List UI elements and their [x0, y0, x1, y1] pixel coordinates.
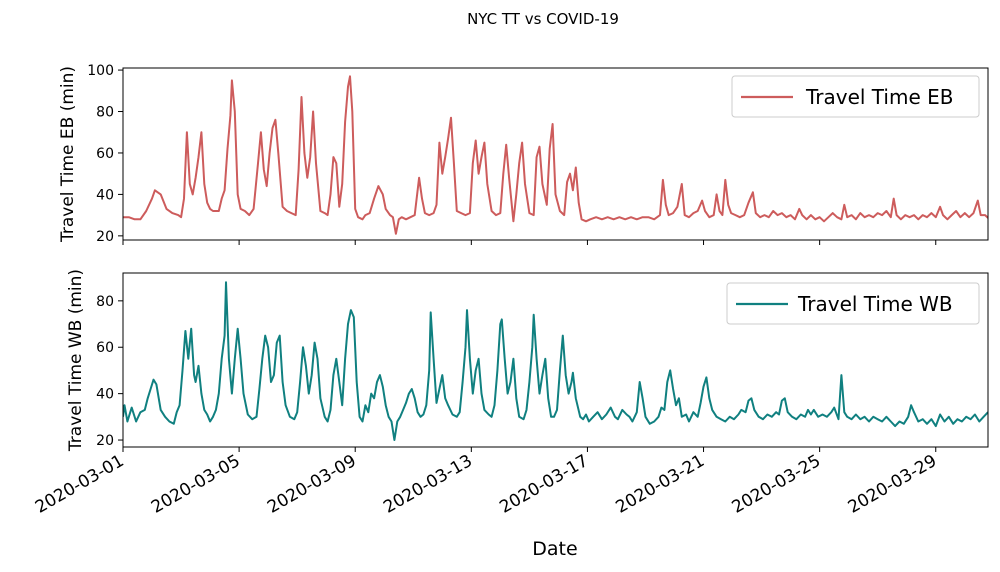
- legend-box-wb: [726, 282, 980, 325]
- panel-eb: 20 40 60 80 100 Travel Time EB (min) Travel …: [58, 63, 989, 245]
- axes-frame-wb: [122, 272, 989, 448]
- y-axis-label-eb: Travel Time EB (min): [58, 66, 78, 243]
- x-tick-label: 2020-03-25: [729, 451, 825, 518]
- figure-title: NYC TT vs COVID-19: [467, 10, 619, 28]
- x-ticks-eb: [122, 240, 937, 245]
- x-tick-label: 2020-03-05: [148, 451, 244, 518]
- y-tick-label: 40: [96, 187, 114, 203]
- x-tick-label: 2020-03-29: [845, 451, 941, 518]
- legend-wb: Travel Time WB: [726, 282, 980, 325]
- y-tick-label: 40: [96, 387, 114, 403]
- x-tick-label: 2020-03-13: [380, 451, 476, 518]
- y-tick-label: 100: [87, 63, 114, 79]
- series-line-eb: [123, 75, 988, 235]
- axes-frame-eb: [122, 67, 989, 241]
- x-ticks-wb: 2020-03-01 2020-03-05 2020-03-09 2020-03-13…: [32, 447, 940, 518]
- x-axis-label: Date: [532, 538, 577, 560]
- y-tick-label: 60: [96, 146, 114, 162]
- x-tick-label: 2020-03-01: [32, 451, 128, 518]
- y-tick-label: 60: [96, 340, 114, 356]
- y-ticks-wb: 20 40 60 80: [96, 294, 123, 449]
- y-tick-label: 20: [96, 229, 114, 245]
- x-tick-label: 2020-03-17: [496, 451, 592, 518]
- y-axis-label-wb: Travel Time WB (min): [66, 269, 86, 452]
- legend-eb: Travel Time EB: [731, 75, 980, 118]
- legend-label-eb: Travel Time EB: [805, 85, 953, 109]
- y-tick-label: 20: [96, 433, 114, 449]
- series-line-wb: [123, 281, 988, 441]
- x-tick-label: 2020-03-09: [264, 451, 360, 518]
- legend-label-wb: Travel Time WB: [797, 292, 953, 316]
- x-tick-label: 2020-03-21: [612, 451, 708, 518]
- y-tick-label: 80: [96, 294, 114, 310]
- y-ticks-eb: 20 40 60 80 100: [87, 63, 123, 245]
- y-tick-label: 80: [96, 105, 114, 121]
- legend-box-eb: [731, 75, 980, 118]
